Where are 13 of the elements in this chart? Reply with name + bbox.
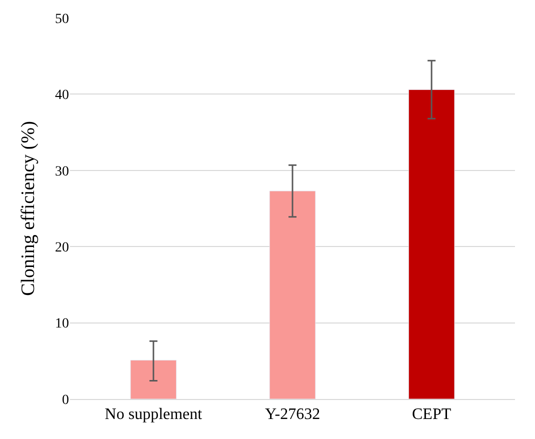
x-tick-label: No supplement (104, 406, 203, 424)
y-tick-label: 10 (55, 316, 69, 332)
y-tick-label: 20 (55, 240, 69, 256)
y-tick-label: 30 (55, 164, 69, 180)
x-tick-label: CEPT (412, 406, 452, 424)
y-tick-label: 50 (55, 12, 69, 27)
y-axis-title: Cloning efficiency (%) (18, 121, 39, 296)
bar (269, 190, 316, 399)
bar (130, 360, 177, 399)
x-tick-label: Y-27632 (264, 406, 320, 424)
bar (408, 89, 455, 399)
y-tick-label: 40 (55, 88, 69, 104)
y-tick-label: 0 (62, 392, 69, 408)
